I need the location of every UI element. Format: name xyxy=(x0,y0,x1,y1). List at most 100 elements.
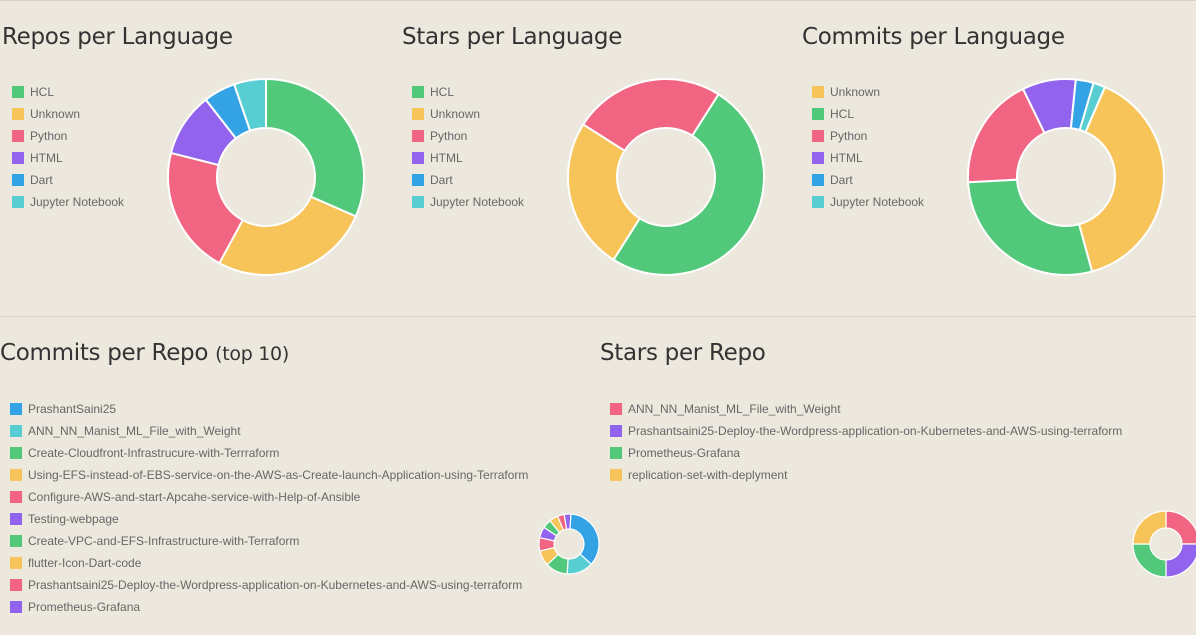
legend-swatch xyxy=(10,469,22,481)
legend-swatch xyxy=(412,86,424,98)
stars-per-repo-legend: ANN_NN_Manist_ML_File_with_Weight Prasha… xyxy=(610,398,1122,486)
legend-item[interactable]: HTML xyxy=(412,147,524,169)
legend-item[interactable]: Python xyxy=(412,125,524,147)
top-border xyxy=(0,0,1196,1)
legend-label: HTML xyxy=(430,151,463,165)
legend-label: Dart xyxy=(430,173,453,187)
legend-swatch xyxy=(412,130,424,142)
legend-swatch xyxy=(10,491,22,503)
legend-swatch xyxy=(10,403,22,415)
legend-swatch xyxy=(12,86,24,98)
legend-item[interactable]: Prashantsaini25-Deploy-the-Wordpress-app… xyxy=(10,574,528,596)
legend-item[interactable]: Dart xyxy=(412,169,524,191)
stars-per-repo-slice-1[interactable] xyxy=(1165,543,1196,578)
legend-label: Jupyter Notebook xyxy=(830,195,925,209)
legend-label: Configure-AWS-and-start-Apcahe-service-w… xyxy=(28,490,361,504)
legend-swatch xyxy=(10,601,22,613)
repos-per-language-title: Repos per Language xyxy=(2,24,233,50)
stars-per-repo-slice-3[interactable] xyxy=(1132,510,1167,545)
legend-label: Dart xyxy=(30,173,53,187)
legend-item[interactable]: Prometheus-Grafana xyxy=(10,596,528,618)
repos-per-language-slice-1[interactable] xyxy=(218,195,358,276)
repos-per-language-slice-0[interactable] xyxy=(265,77,365,218)
repos-per-language-slice-5[interactable] xyxy=(232,77,267,132)
commits-per-repo-slice-9[interactable] xyxy=(563,513,572,530)
legend-label: Python xyxy=(830,129,868,143)
stars-per-language-slice-2[interactable] xyxy=(581,78,720,153)
legend-label: Dart xyxy=(830,173,853,187)
legend-label: Using-EFS-instead-of-EBS-service-on-the-… xyxy=(28,468,529,482)
legend-label: Prashantsaini25-Deploy-the-Wordpress-app… xyxy=(28,578,523,592)
legend-label: Prometheus-Grafana xyxy=(628,446,741,460)
legend-item[interactable]: Python xyxy=(12,125,124,147)
legend-label: Unknown xyxy=(30,107,81,121)
stars-per-repo-slice-2[interactable] xyxy=(1132,543,1167,578)
legend-swatch xyxy=(412,108,424,120)
legend-label: Jupyter Notebook xyxy=(430,195,525,209)
commits-per-repo-panel: Commits per Repo (top 10) PrashantSaini2… xyxy=(0,316,600,635)
legend-item[interactable]: flutter-Icon-Dart-code xyxy=(10,552,528,574)
legend-item[interactable]: Unknown xyxy=(412,103,524,125)
legend-item[interactable]: Unknown xyxy=(812,81,924,103)
legend-item[interactable]: PrashantSaini25 xyxy=(10,398,528,420)
commits-per-language-slice-5[interactable] xyxy=(1078,81,1107,134)
legend-swatch xyxy=(812,108,824,120)
stars-per-language-slice-1[interactable] xyxy=(567,123,642,262)
legend-label: HTML xyxy=(830,151,863,165)
legend-swatch xyxy=(12,152,24,164)
legend-item[interactable]: Jupyter Notebook xyxy=(12,191,124,213)
legend-item[interactable]: Create-Cloudfront-Infrastrucure-with-Ter… xyxy=(10,442,528,464)
legend-swatch xyxy=(10,425,22,437)
legend-swatch xyxy=(610,425,622,437)
legend-item[interactable]: HTML xyxy=(12,147,124,169)
legend-label: replication-set-with-deplyment xyxy=(628,468,788,482)
legend-label: HCL xyxy=(830,107,855,121)
legend-swatch xyxy=(610,447,622,459)
legend-item[interactable]: Prometheus-Grafana xyxy=(610,442,1122,464)
legend-swatch xyxy=(610,469,622,481)
legend-item[interactable]: Using-EFS-instead-of-EBS-service-on-the-… xyxy=(10,464,528,486)
legend-item[interactable]: Dart xyxy=(812,169,924,191)
legend-item[interactable]: Dart xyxy=(12,169,124,191)
commits-per-language-slice-1[interactable] xyxy=(967,178,1094,276)
legend-swatch xyxy=(412,152,424,164)
legend-swatch xyxy=(10,557,22,569)
legend-item[interactable]: Testing-webpage xyxy=(10,508,528,530)
commits-per-language-slice-0[interactable] xyxy=(1077,85,1165,273)
legend-item[interactable]: Unknown xyxy=(12,103,124,125)
commits-per-language-legend: Unknown HCL Python HTML Dart Jupyter Not… xyxy=(812,81,924,213)
repos-per-language-legend: HCL Unknown Python HTML Dart Jupyter Not… xyxy=(12,81,124,213)
legend-swatch xyxy=(10,535,22,547)
stars-per-repo-slice-0[interactable] xyxy=(1165,510,1196,545)
legend-label: Unknown xyxy=(830,85,881,99)
legend-swatch xyxy=(10,513,22,525)
legend-label: ANN_NN_Manist_ML_File_with_Weight xyxy=(628,402,841,416)
legend-item[interactable]: Configure-AWS-and-start-Apcahe-service-w… xyxy=(10,486,528,508)
legend-swatch xyxy=(412,174,424,186)
legend-item[interactable]: Create-VPC-and-EFS-Infrastructure-with-T… xyxy=(10,530,528,552)
legend-label: HTML xyxy=(30,151,63,165)
legend-item[interactable]: Jupyter Notebook xyxy=(412,191,524,213)
legend-item[interactable]: HCL xyxy=(12,81,124,103)
commits-per-repo-legend: PrashantSaini25 ANN_NN_Manist_ML_File_wi… xyxy=(10,398,528,618)
legend-swatch xyxy=(812,196,824,208)
legend-label: PrashantSaini25 xyxy=(28,402,117,416)
legend-item[interactable]: ANN_NN_Manist_ML_File_with_Weight xyxy=(10,420,528,442)
legend-item[interactable]: replication-set-with-deplyment xyxy=(610,464,1122,486)
legend-item[interactable]: HCL xyxy=(812,103,924,125)
stars-per-language-slice-0[interactable] xyxy=(612,92,765,276)
repos-per-language-panel: Repos per Language HCL Unknown Python HT… xyxy=(2,0,394,316)
legend-item[interactable]: HTML xyxy=(812,147,924,169)
legend-item[interactable]: Jupyter Notebook xyxy=(812,191,924,213)
legend-item[interactable]: ANN_NN_Manist_ML_File_with_Weight xyxy=(610,398,1122,420)
legend-label: Python xyxy=(430,129,468,143)
legend-item[interactable]: Python xyxy=(812,125,924,147)
legend-swatch xyxy=(812,152,824,164)
legend-swatch xyxy=(610,403,622,415)
legend-item[interactable]: HCL xyxy=(412,81,524,103)
legend-item[interactable]: Prashantsaini25-Deploy-the-Wordpress-app… xyxy=(610,420,1122,442)
legend-label: Jupyter Notebook xyxy=(30,195,125,209)
legend-label: HCL xyxy=(430,85,455,99)
